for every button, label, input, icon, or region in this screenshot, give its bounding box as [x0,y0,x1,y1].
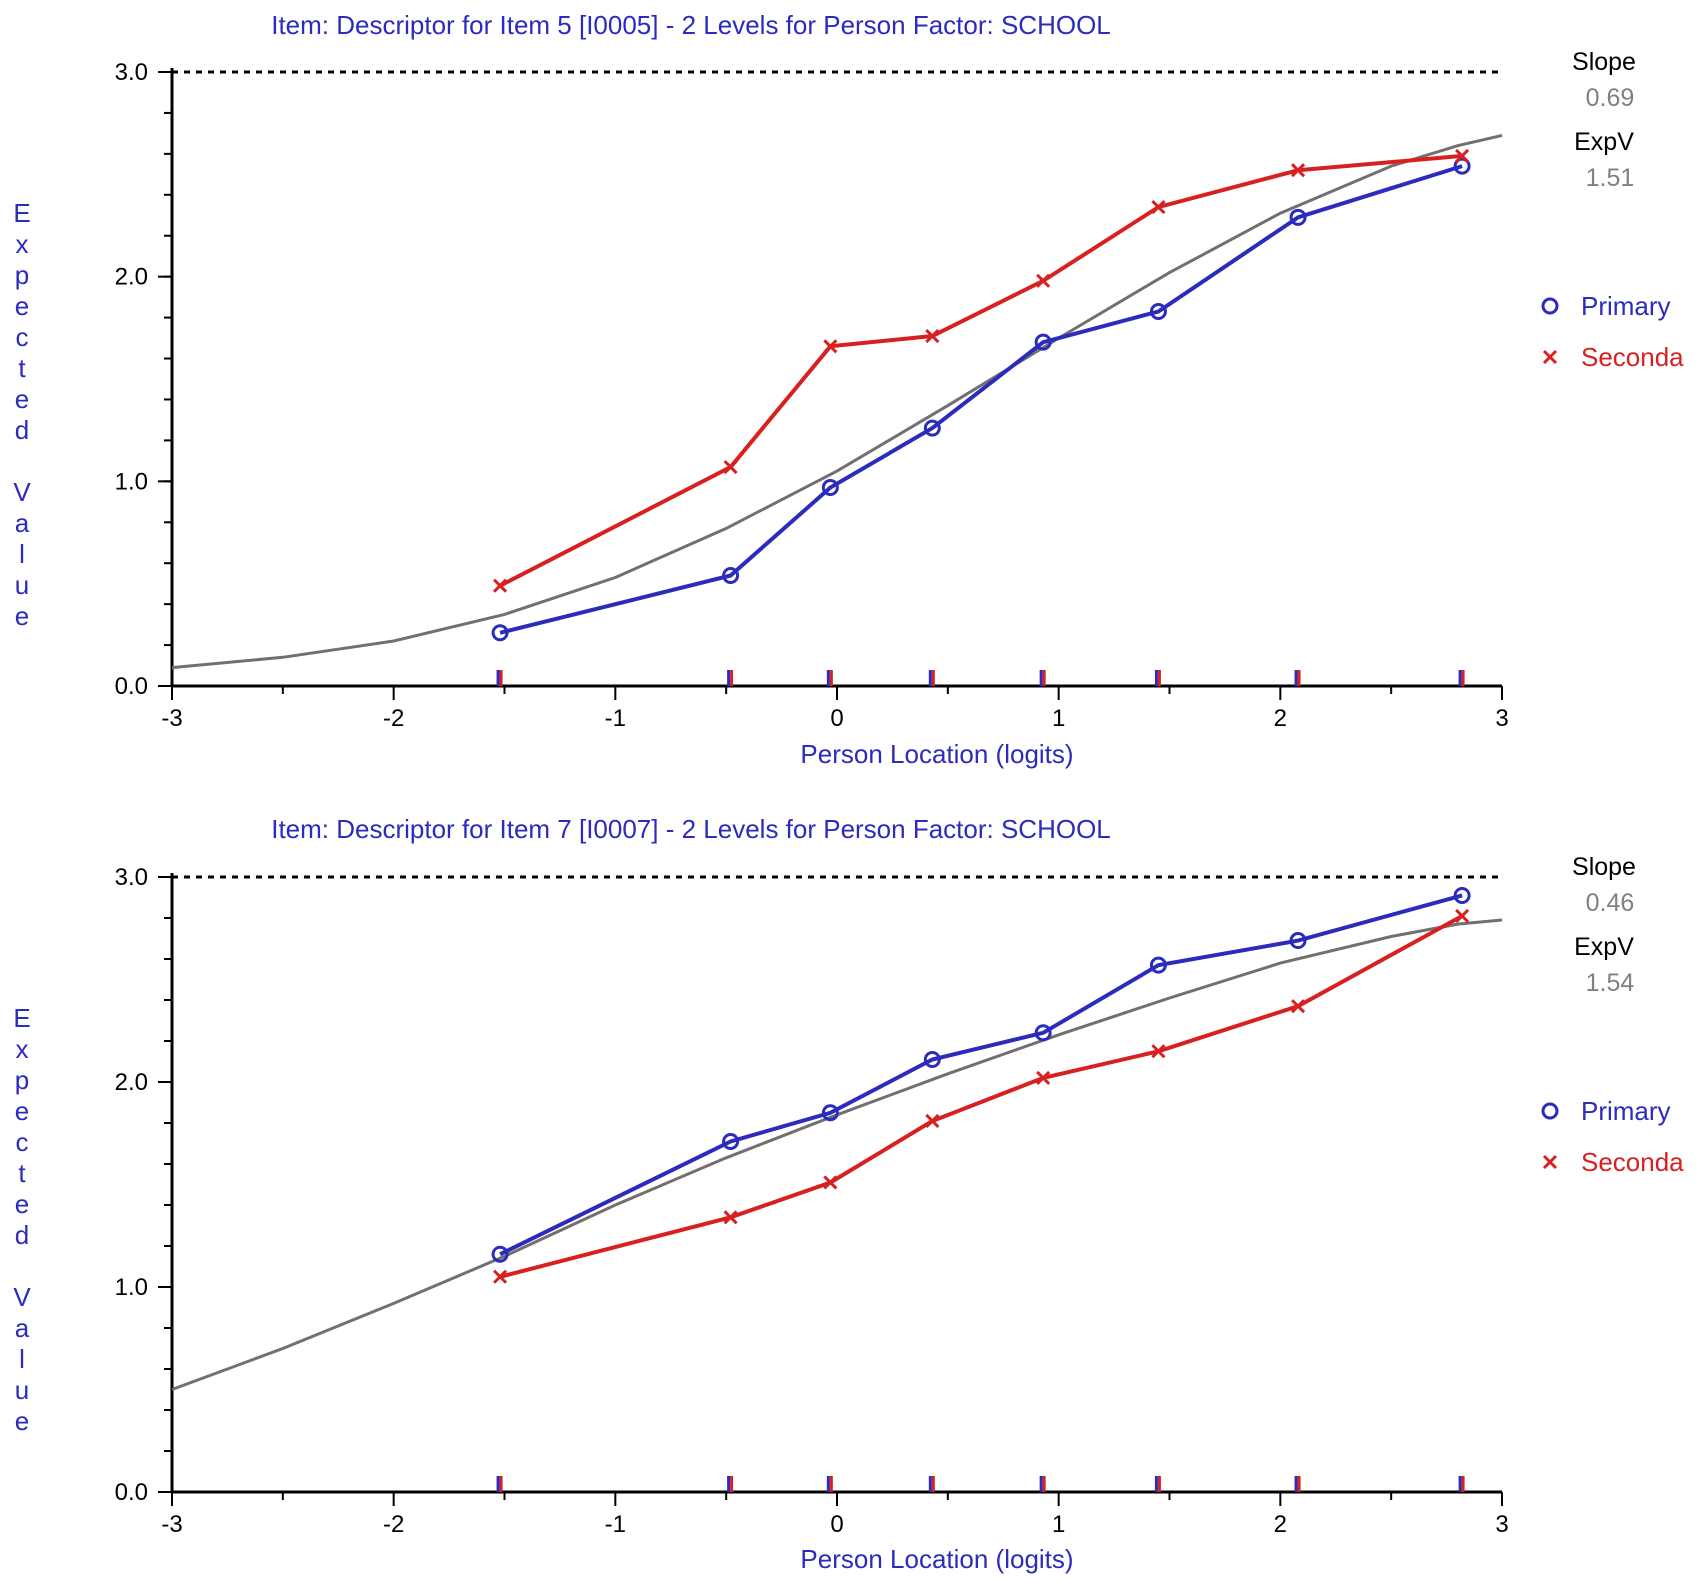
legend-label-seconda: Seconda [1581,1147,1684,1177]
x-tick-label: -2 [383,705,404,732]
data-point-secondary [823,339,838,354]
expv-label: ExpV [1574,933,1634,961]
chart-title: Item: Descriptor for Item 5 [I0005] - 2 … [271,10,1111,40]
data-point-primary [821,478,839,496]
series-line-primary [499,164,1463,635]
data-point-primary [1453,886,1471,904]
data-point-primary [1149,302,1167,320]
x-tick-label: 1 [1052,1511,1065,1538]
chart-panel-1: Item: Descriptor for Item 5 [I0005] - 2 … [13,10,1684,769]
expv-value: 1.51 [1586,164,1635,192]
data-point-primary [1289,208,1307,226]
data-point-primary [1034,1024,1052,1042]
expected-value-curve [171,918,1503,1391]
x-tick-label: 0 [830,705,843,732]
x-axis-label: Person Location (logits) [800,1544,1073,1574]
data-point-secondary [1151,200,1166,215]
expv-label: ExpV [1574,128,1634,156]
data-point-secondary [1151,1044,1166,1059]
x-tick-label: -2 [383,1511,404,1538]
data-point-secondary [1455,148,1470,163]
y-tick-label: 0.0 [115,673,148,700]
x-tick-label: 1 [1052,705,1065,732]
data-point-secondary [493,1269,508,1284]
data-point-secondary [1036,273,1051,288]
x-tick-label: 2 [1274,1511,1287,1538]
data-point-primary [923,419,941,437]
slope-label: Slope [1572,48,1636,76]
slope-value: 0.46 [1586,889,1635,917]
y-tick-label: 1.0 [115,468,148,495]
legend-label-primary: Primary [1581,1096,1671,1126]
data-point-primary [1453,157,1471,175]
chart-title: Item: Descriptor for Item 7 [I0007] - 2 … [271,814,1111,844]
x-tick-label: 2 [1274,705,1287,732]
y-tick-label: 2.0 [115,1069,148,1096]
data-point-secondary [1291,999,1306,1014]
legend-marker-secondary [1542,349,1558,365]
data-point-secondary [823,1175,838,1190]
x-axis-label: Person Location (logits) [800,739,1073,769]
data-point-secondary [925,1113,940,1129]
data-point-primary [923,1050,941,1068]
x-tick-label: 3 [1495,1511,1508,1538]
data-point-primary [722,566,740,584]
data-point-primary [821,1104,839,1122]
y-tick-label: 3.0 [115,59,148,86]
series-line-seconda [499,914,1464,1279]
x-tick-label: 0 [830,1511,843,1538]
data-point-secondary [1036,1070,1051,1085]
series-line-primary [499,893,1463,1256]
x-tick-label: -3 [161,1511,182,1538]
data-point-primary [491,624,509,642]
expv-value: 1.54 [1586,969,1635,997]
y-tick-label: 0.0 [115,1479,148,1506]
y-tick-label: 1.0 [115,1274,148,1301]
data-point-primary [1034,333,1052,351]
data-point-secondary [1455,908,1470,924]
data-point-primary [491,1245,509,1263]
x-tick-label: -1 [605,1511,626,1538]
x-tick-label: -3 [161,705,182,732]
data-point-secondary [1291,163,1306,178]
data-point-secondary [723,1210,738,1225]
chart-panel-2: Item: Descriptor for Item 7 [I0007] - 2 … [13,814,1684,1574]
legend-label-primary: Primary [1581,291,1671,321]
y-tick-label: 2.0 [115,264,148,291]
legend-marker-primary [1541,1102,1559,1120]
data-point-secondary [723,459,738,475]
slope-label: Slope [1572,853,1636,881]
x-tick-label: -1 [605,705,626,732]
legend-marker-primary [1541,297,1559,315]
data-point-secondary [493,578,508,593]
x-tick-label: 3 [1495,705,1508,732]
legend-marker-secondary [1542,1154,1558,1170]
legend-label-seconda: Seconda [1581,342,1684,372]
data-point-primary [1289,932,1307,950]
data-point-secondary [925,328,940,344]
series-line-seconda [499,153,1463,588]
expected-value-curve [171,133,1503,670]
slope-value: 0.69 [1586,84,1635,112]
data-point-primary [722,1132,740,1150]
y-tick-label: 3.0 [115,864,148,891]
data-point-primary [1149,956,1167,974]
